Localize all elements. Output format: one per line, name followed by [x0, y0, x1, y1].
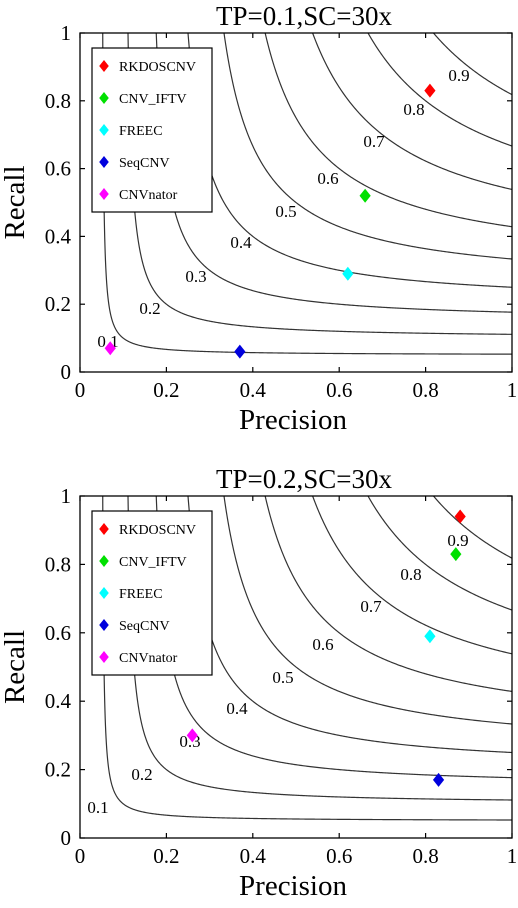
chart-title: TP=0.2,SC=30x	[216, 464, 392, 494]
legend-marker	[99, 60, 109, 72]
data-point	[454, 509, 466, 524]
contour-label: 0.8	[403, 100, 424, 119]
contour-label: 0.4	[226, 699, 248, 718]
legend-marker	[99, 555, 109, 567]
y-tick-label: 0.6	[45, 157, 71, 181]
contour-line-0.7	[311, 33, 512, 191]
plot-frame	[79, 32, 513, 373]
y-tick-label: 0.2	[45, 292, 71, 316]
x-tick-label: 1	[507, 378, 518, 402]
x-axis-label: Precision	[239, 404, 347, 436]
x-tick-label: 0	[75, 378, 86, 402]
contour-line-0.6	[264, 496, 512, 693]
legend-entry: SeqCNV	[119, 619, 170, 634]
legend-entry: FREEC	[119, 124, 163, 139]
legend: RKDOSCNV CNV_IFTV FREEC SeqCNV CNVnator	[91, 510, 213, 676]
contour-label: 0.1	[87, 798, 108, 817]
contour-label: 0.5	[272, 668, 293, 687]
contour-label: 0.2	[131, 765, 152, 784]
legend-entry: CNV_IFTV	[119, 555, 187, 570]
contour-line-0.8	[367, 33, 512, 147]
x-tick-label: 1	[507, 844, 518, 868]
contour-label: 0.6	[312, 635, 333, 654]
y-axis-label: Recall	[0, 165, 31, 239]
y-tick-label: 0.8	[45, 89, 71, 113]
legend-entry: FREEC	[119, 587, 163, 602]
legend-marker	[99, 92, 109, 104]
y-tick-label: 0.4	[45, 224, 72, 248]
chart-panel-2: 0.10.20.30.40.50.60.70.80.90 0.2 0.4 0.6 0.8…	[0, 464, 518, 902]
data-point	[424, 83, 436, 98]
legend-marker	[99, 124, 109, 136]
contour-line-0.5	[223, 33, 512, 260]
legend-marker	[99, 619, 109, 631]
x-tick-label: 0.2	[153, 378, 179, 402]
x-tick-label: 0.4	[240, 378, 267, 402]
data-point	[450, 547, 462, 562]
y-tick-label: 1	[61, 484, 72, 508]
data-point	[104, 341, 116, 356]
y-tick-label: 0	[61, 826, 72, 850]
plot-frame	[79, 495, 513, 839]
contour-label: 0.7	[363, 132, 385, 151]
legend-entry: RKDOSCNV	[119, 60, 196, 75]
x-tick-label: 0.8	[412, 378, 438, 402]
y-axis-label: Recall	[0, 630, 31, 704]
contour-line-0.4	[187, 33, 512, 288]
x-tick-label: 0	[75, 844, 86, 868]
contour-label: 0.4	[230, 233, 252, 252]
legend-entry: CNVnator	[119, 188, 178, 203]
contour-label: 0.8	[400, 565, 421, 584]
y-tick-label: 0.6	[45, 621, 71, 645]
legend-entry: CNVnator	[119, 651, 178, 666]
contour-label: 0.7	[360, 597, 382, 616]
contour-label: 0.6	[317, 169, 338, 188]
legend: RKDOSCNV CNV_IFTV FREEC SeqCNV CNVnator	[91, 47, 213, 213]
contour-line-0.6	[264, 33, 512, 228]
x-tick-label: 0.2	[153, 844, 179, 868]
contour-label: 0.9	[448, 66, 469, 85]
data-point	[432, 772, 445, 787]
contour-line-0.7	[311, 496, 512, 655]
y-tick-label: 1	[61, 21, 72, 45]
y-tick-label: 0.4	[45, 689, 72, 713]
legend-marker	[99, 587, 109, 599]
contour-line-0.9	[432, 496, 512, 559]
legend-entry: CNV_IFTV	[119, 92, 187, 107]
contour-line-0.5	[223, 496, 512, 725]
y-tick-label: 0	[61, 360, 72, 384]
x-tick-label: 0.6	[326, 378, 352, 402]
contour-label: 0.9	[447, 531, 468, 550]
data-point	[234, 344, 246, 359]
x-axis-label: Precision	[239, 870, 347, 902]
contour-label: 0.5	[275, 202, 296, 221]
data-point	[424, 629, 436, 644]
data-point	[342, 266, 354, 281]
contour-line-0.2	[127, 496, 512, 801]
x-tick-label: 0.8	[412, 844, 438, 868]
contour-line-0.9	[432, 33, 512, 96]
x-tick-label: 0.6	[326, 844, 352, 868]
contour-line-0.3	[155, 33, 512, 313]
contour-line-0.1	[102, 496, 512, 821]
contour-label: 0.3	[185, 267, 206, 286]
legend-marker	[99, 651, 109, 663]
chart-title: TP=0.1,SC=30x	[216, 1, 392, 31]
legend-marker	[99, 523, 109, 535]
contour-line-0.2	[127, 33, 512, 335]
x-tick-label: 0.4	[240, 844, 267, 868]
contour-label: 0.2	[139, 299, 160, 318]
legend-entry: SeqCNV	[119, 156, 170, 171]
legend-marker	[99, 188, 109, 200]
y-tick-label: 0.2	[45, 758, 71, 782]
contour-line-0.3	[155, 496, 512, 779]
contour-line-0.8	[367, 496, 512, 611]
data-point	[359, 188, 371, 203]
chart-panel-1: 0.10.20.30.40.50.60.70.80.90 0.2 0.4 0.6 0.8…	[0, 1, 518, 436]
legend-entry: RKDOSCNV	[119, 523, 196, 538]
data-point	[186, 728, 198, 743]
y-tick-label: 0.8	[45, 552, 71, 576]
legend-marker	[99, 156, 109, 168]
